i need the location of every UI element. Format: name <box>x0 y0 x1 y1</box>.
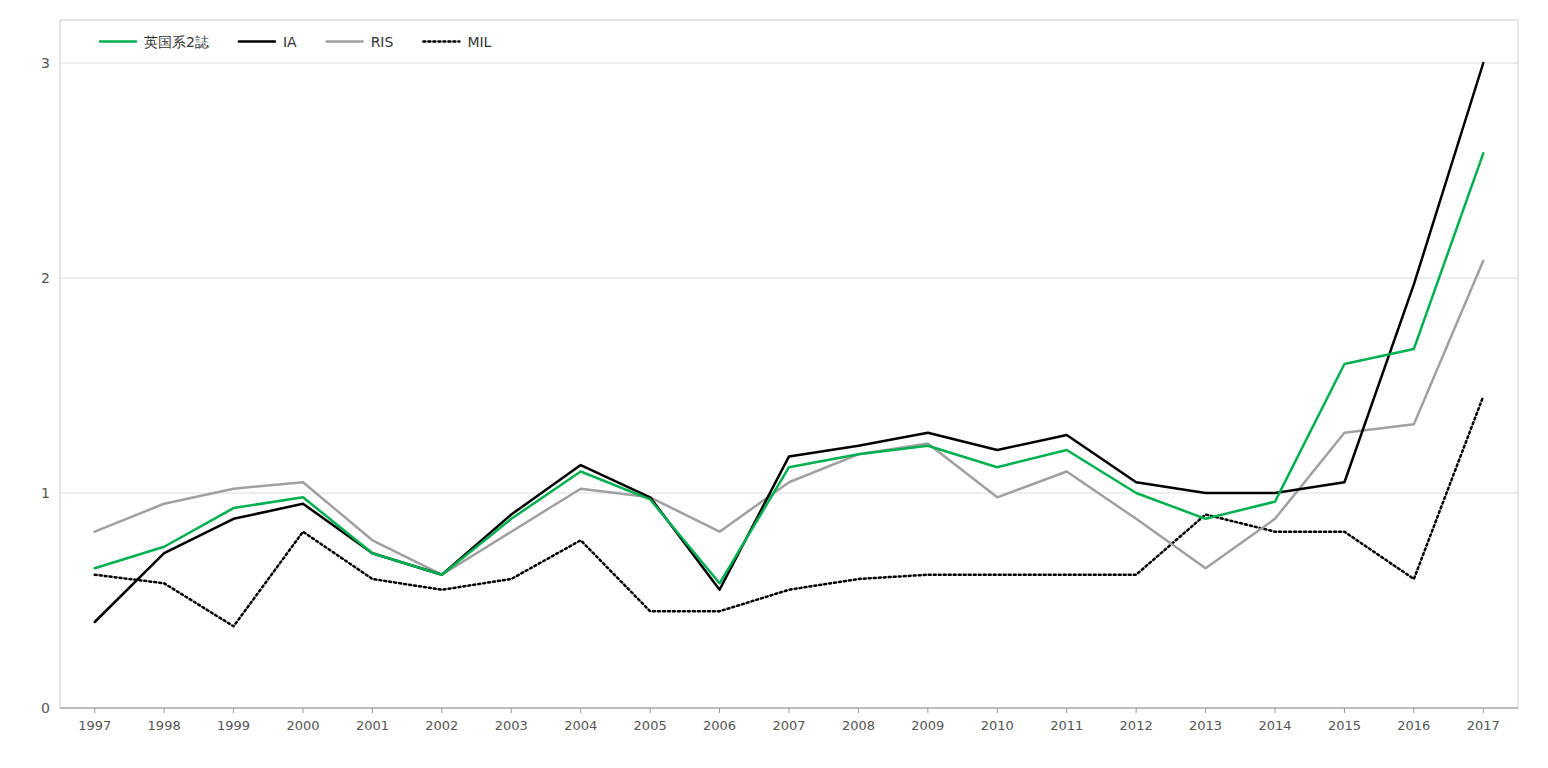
x-tick-label: 2017 <box>1467 718 1500 733</box>
x-tick-label: 2013 <box>1189 718 1222 733</box>
y-tick-label: 2 <box>41 270 50 286</box>
x-tick <box>927 708 928 713</box>
legend-label: RIS <box>371 34 394 50</box>
grid-line <box>60 493 1518 494</box>
x-tick <box>997 708 998 713</box>
x-tick <box>858 708 859 713</box>
x-tick-label: 1999 <box>217 718 250 733</box>
x-axis: 1997 1998 1999 2000 2001 2002 2003 2004 2005 2006… <box>60 708 1518 733</box>
chart: 0 1 2 3 1997 1998 1999 2000 2001 2002 2003 2004 2005… <box>0 0 1548 768</box>
x-tick-label: 2008 <box>842 718 875 733</box>
x-tick-label: 2004 <box>564 718 597 733</box>
y-axis: 0 1 2 3 <box>41 55 1518 716</box>
x-tick-label: 2003 <box>495 718 528 733</box>
x-tick-label: 2015 <box>1328 718 1361 733</box>
x-tick-label: 2001 <box>356 718 389 733</box>
x-tick-label: 2006 <box>703 718 736 733</box>
legend-swatch <box>327 40 363 43</box>
series-line <box>95 63 1484 622</box>
x-tick <box>233 708 234 713</box>
x-tick-label: 2014 <box>1258 718 1291 733</box>
x-tick <box>94 708 95 713</box>
x-tick <box>1066 708 1067 713</box>
legend-swatch <box>100 40 136 43</box>
x-tick-label: 2011 <box>1050 718 1083 733</box>
legend-swatch <box>239 40 275 43</box>
y-tick-label: 0 <box>41 700 50 716</box>
x-tick-label: 2007 <box>772 718 805 733</box>
x-tick <box>372 708 373 713</box>
series-line <box>95 153 1484 583</box>
x-tick-label: 2010 <box>981 718 1014 733</box>
x-tick <box>719 708 720 713</box>
x-tick <box>1205 708 1206 713</box>
plot-frame <box>60 20 1518 708</box>
series-line <box>95 396 1484 626</box>
x-tick <box>580 708 581 713</box>
x-tick-label: 2005 <box>634 718 667 733</box>
x-tick <box>650 708 651 713</box>
x-tick-label: 2016 <box>1397 718 1430 733</box>
x-tick <box>511 708 512 713</box>
x-tick <box>1275 708 1276 713</box>
series-line <box>95 261 1484 575</box>
grid-line <box>60 63 1518 64</box>
y-tick-label: 3 <box>41 55 50 71</box>
x-tick <box>1136 708 1137 713</box>
legend-swatch <box>423 40 459 43</box>
x-tick <box>1483 708 1484 713</box>
x-tick <box>1413 708 1414 713</box>
x-tick-label: 2000 <box>286 718 319 733</box>
x-tick-label: 1998 <box>148 718 181 733</box>
grid-line <box>60 278 1518 279</box>
x-tick <box>303 708 304 713</box>
x-tick-label: 2002 <box>425 718 458 733</box>
legend-label: IA <box>283 34 297 50</box>
legend: 英国系2誌 IA RIS MIL <box>100 34 492 50</box>
legend-label: MIL <box>467 34 491 50</box>
x-tick-label: 1997 <box>78 718 111 733</box>
x-tick-label: 2012 <box>1120 718 1153 733</box>
x-tick <box>441 708 442 713</box>
x-tick <box>1344 708 1345 713</box>
lines <box>95 63 1484 626</box>
legend-label: 英国系2誌 <box>144 34 209 50</box>
y-tick-label: 1 <box>41 485 50 501</box>
x-tick-label: 2009 <box>911 718 944 733</box>
x-tick <box>789 708 790 713</box>
x-tick <box>164 708 165 713</box>
